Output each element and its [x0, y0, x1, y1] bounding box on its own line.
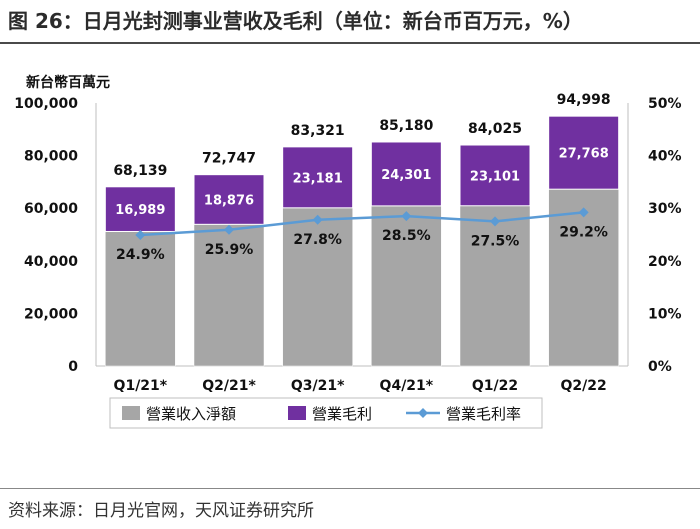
gross-profit-label: 23,181	[293, 171, 343, 186]
x-tick-label: Q2/22	[561, 378, 607, 394]
gross-profit-label: 27,768	[559, 147, 609, 162]
gross-margin-point	[401, 211, 412, 222]
gross-margin-point	[224, 224, 234, 235]
revenue-total-label: 68,139	[113, 163, 167, 179]
bar-gross-profit	[370, 141, 442, 207]
gross-margin-point	[312, 214, 323, 225]
y-right-tick-label: 50%	[648, 96, 682, 112]
legend-swatch-revenue	[122, 406, 140, 420]
gross-margin-line	[140, 211, 584, 237]
figure-title: 图 26：日月光封测事业营收及毛利（单位：新台币百万元，%）	[8, 9, 583, 33]
x-tick-label: Q1/21*	[114, 378, 168, 394]
legend-swatch-gross-profit	[288, 406, 306, 420]
gross-profit-label: 16,989	[115, 203, 165, 218]
bar-gross-profit	[193, 174, 265, 225]
bar-gross-profit	[548, 115, 620, 190]
y-left-tick-label: 20,000	[24, 306, 78, 322]
gross-profit-label: 24,301	[381, 168, 431, 183]
y-right-tick-label: 30%	[648, 201, 682, 217]
gross-margin-label: 27.5%	[471, 233, 520, 249]
bar-gross-profit	[282, 146, 354, 209]
y-right-tick-label: 0%	[648, 359, 672, 375]
legend-label-gross-margin: 營業毛利率	[446, 405, 521, 423]
gross-margin-label: 25.9%	[205, 242, 254, 258]
bar-revenue-base	[105, 231, 176, 367]
bar-revenue-base	[548, 188, 619, 367]
revenue-total-label: 94,998	[557, 92, 611, 108]
legend-box	[109, 397, 543, 429]
bar-gross-profit	[459, 144, 531, 207]
y-left-tick-label: 0	[68, 359, 78, 375]
x-tick-label: Q3/21*	[291, 378, 345, 394]
x-tick-label: Q2/21*	[202, 378, 256, 394]
title-divider	[0, 42, 700, 44]
bar-revenue-base	[193, 224, 265, 367]
y-left-tick-label: 40,000	[24, 254, 78, 270]
gross-margin-point	[490, 216, 500, 227]
gross-margin-label: 28.5%	[382, 228, 431, 244]
legend-swatch-margin-marker	[418, 408, 428, 418]
gross-margin-point	[135, 230, 146, 241]
gross-margin-label: 24.9%	[116, 247, 165, 263]
y-left-tick-label: 60,000	[24, 201, 78, 217]
gross-profit-label: 23,101	[470, 169, 520, 184]
gross-margin-point	[578, 207, 589, 218]
source-divider	[0, 488, 700, 489]
y-left-tick-label: 100,000	[14, 96, 78, 112]
legend-label-gross-profit: 營業毛利	[312, 405, 372, 423]
y-right-tick-label: 40%	[648, 149, 682, 165]
x-tick-label: Q1/22	[472, 378, 518, 394]
gross-margin-label: 29.2%	[559, 224, 608, 240]
revenue-total-label: 84,025	[468, 121, 522, 137]
revenue-total-label: 85,180	[379, 118, 433, 134]
revenue-total-label: 83,321	[291, 123, 345, 139]
gross-margin-label: 27.8%	[293, 232, 342, 248]
y-left-tick-label: 80,000	[24, 149, 78, 165]
source-note: 资料来源：日月光官网，天风证券研究所	[8, 501, 314, 521]
bar-revenue-base	[459, 205, 531, 367]
gross-profit-label: 18,876	[204, 193, 254, 208]
x-tick-label: Q4/21*	[380, 378, 434, 394]
y-right-tick-label: 20%	[648, 254, 682, 270]
bar-revenue-base	[282, 207, 353, 367]
unit-label: 新台幣百萬元	[26, 75, 110, 91]
revenue-total-label: 72,747	[202, 151, 256, 167]
y-right-tick-label: 10%	[648, 306, 682, 322]
legend-label-revenue: 營業收入淨額	[146, 405, 236, 423]
